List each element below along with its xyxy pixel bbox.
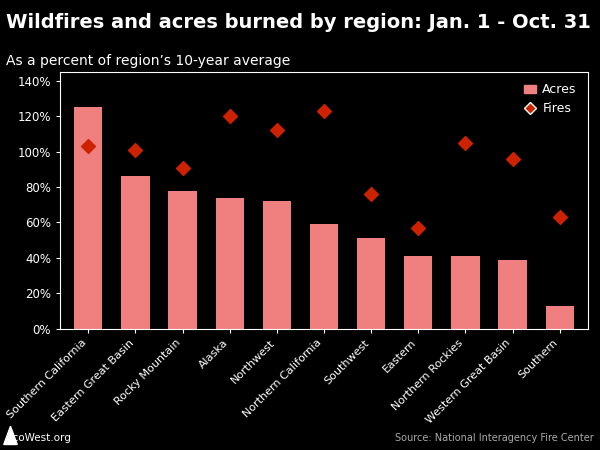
Bar — [499, 260, 527, 328]
Point — [178, 164, 187, 171]
Point — [319, 107, 329, 114]
Point — [413, 224, 423, 231]
Bar — [545, 306, 574, 328]
Polygon shape — [4, 426, 17, 445]
Bar — [357, 238, 385, 328]
Point — [555, 213, 565, 220]
Text: As a percent of region’s 10-year average: As a percent of region’s 10-year average — [6, 54, 290, 68]
Point — [131, 146, 140, 153]
Bar — [263, 201, 291, 328]
Bar — [121, 176, 149, 328]
Point — [272, 127, 281, 134]
Bar — [451, 256, 479, 328]
Point — [461, 139, 470, 146]
Bar — [74, 108, 103, 328]
Bar — [215, 198, 244, 328]
Text: EcoWest.org: EcoWest.org — [6, 433, 71, 443]
Point — [225, 112, 235, 120]
Bar — [169, 190, 197, 328]
Point — [367, 190, 376, 198]
Text: Source: National Interagency Fire Center: Source: National Interagency Fire Center — [395, 433, 594, 443]
Point — [508, 155, 517, 162]
Bar — [310, 224, 338, 328]
Bar — [404, 256, 433, 328]
Point — [83, 143, 93, 150]
Text: Wildfires and acres burned by region: Jan. 1 - Oct. 31: Wildfires and acres burned by region: Ja… — [6, 14, 591, 32]
Legend: Acres, Fires: Acres, Fires — [518, 78, 582, 121]
